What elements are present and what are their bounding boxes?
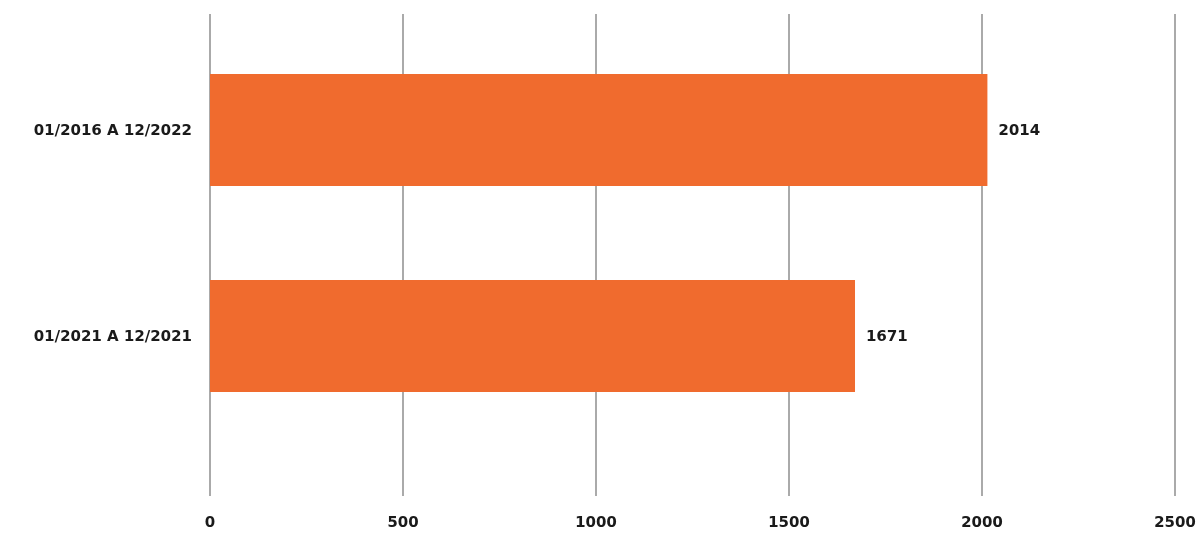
data-label: 1671: [866, 327, 908, 345]
x-tick-label: 1500: [768, 513, 810, 531]
bars: [210, 74, 988, 392]
category-label: 01/2021 A 12/2021: [34, 327, 192, 345]
x-tick-label: 2500: [1154, 513, 1196, 531]
x-tick-label: 0: [205, 513, 215, 531]
x-tick-label: 2000: [961, 513, 1003, 531]
bar: [210, 74, 988, 186]
category-label: 01/2016 A 12/2022: [34, 121, 192, 139]
data-label: 2014: [998, 121, 1040, 139]
labels: 0 500 1000 1500 2000 2500 01/2016 A 12/2022 201…: [34, 121, 1196, 531]
x-tick-label: 500: [387, 513, 418, 531]
bar: [210, 280, 856, 392]
x-tick-label: 1000: [575, 513, 617, 531]
